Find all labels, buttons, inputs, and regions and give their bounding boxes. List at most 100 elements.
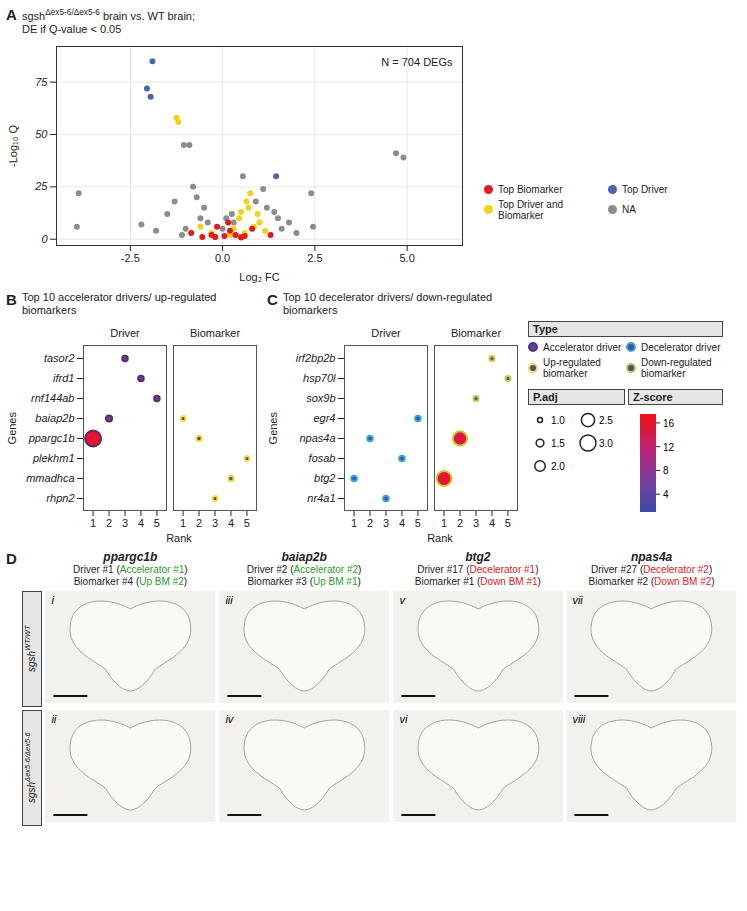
svg-text:Biomarker: Biomarker [190,326,240,338]
svg-text:2: 2 [457,517,463,529]
svg-text:3.0: 3.0 [599,438,613,449]
svg-text:75: 75 [35,75,48,87]
svg-text:viii: viii [573,713,586,725]
html-text:A sgshΔex5-6/Δex5-6brain vs. W: A sgshΔex5-6/Δex5-6brain vs. WT brain; [6,6,195,23]
svg-text:vi: vi [399,713,408,725]
svg-text:irf2bp2b: irf2bp2b [296,352,336,364]
html-text:Decelerator driver: Decelerator driver [641,341,721,353]
svg-text:5: 5 [244,517,250,529]
svg-text:2: 2 [106,517,112,529]
svg-text:16: 16 [663,418,675,429]
svg-text:3: 3 [212,517,218,529]
svg-text:2.5: 2.5 [307,252,322,264]
html-text:Biomarker #2 (Down BM #2): Biomarker #2 (Down BM #2) [588,575,715,587]
svg-text:rnf144ab: rnf144ab [31,392,74,404]
svg-text:2.5: 2.5 [599,415,613,426]
svg-text:mmadhca: mmadhca [26,472,74,484]
svg-text:plekhm1: plekhm1 [32,452,75,464]
svg-text:Driver: Driver [371,326,401,338]
svg-text:i: i [51,594,54,606]
svg-text:5: 5 [154,517,160,529]
svg-text:sox9b: sox9b [306,392,335,404]
html-text:NA: NA [622,204,636,216]
html-text:Biomarker #1 (Down BM #1): Biomarker #1 (Down BM #1) [414,575,541,587]
svg-text:5: 5 [505,517,511,529]
html-text:Driver #17 (Decelerator #1): Driver #17 (Decelerator #1) [417,563,539,575]
svg-text:1.5: 1.5 [551,438,565,449]
html-text:npas4a: npas4a [630,549,673,564]
html-text:Genes: Genes [6,411,18,445]
html-text:P.adj: P.adj [533,390,558,403]
svg-text:8: 8 [663,465,669,476]
svg-text:v: v [399,594,406,606]
html-text:Driver #2 (Accelerator #2): Driver #2 (Accelerator #2) [246,563,362,575]
svg-text:ii: ii [51,713,56,725]
html-text:Rank: Rank [166,531,192,544]
html-text:btg2: btg2 [465,549,491,564]
html-text:Up-regulated biomarker: Up-regulated biomarker [543,356,601,379]
svg-text:npas4a: npas4a [299,432,335,444]
svg-text:1: 1 [351,517,357,529]
html-text:baiap2b: baiap2b [281,549,327,564]
html-text:C Top 10 decelerator drivers/: C Top 10 decelerator drivers/ down-regul… [267,290,493,316]
html-text:Type: Type [533,322,558,335]
html-text:ppargc1b: ppargc1b [103,549,158,564]
html-text:Down-regulated biomarker: Down-regulated biomarker [641,356,712,379]
svg-text:0.0: 0.0 [215,252,230,264]
html-text:Biomarker #4 (Up BM #2): Biomarker #4 (Up BM #2) [73,575,188,587]
html-text:Z-score: Z-score [633,390,673,403]
svg-text:3: 3 [122,517,128,529]
svg-text:vii: vii [573,594,584,606]
svg-text:4: 4 [489,517,495,529]
svg-text:2: 2 [367,517,373,529]
html-text:Rank: Rank [427,531,453,544]
svg-text:ppargc1b: ppargc1b [28,432,75,444]
svg-text:25: 25 [34,180,48,192]
svg-text:4: 4 [228,517,234,529]
svg-text:-2.5: -2.5 [121,252,140,264]
svg-text:iii: iii [225,594,233,606]
svg-text:Log₂ FC: Log₂ FC [239,270,279,282]
svg-text:ifrd1: ifrd1 [53,372,74,384]
html-text:Accelerator driver: Accelerator driver [543,341,622,353]
svg-text:1: 1 [180,517,186,529]
svg-text:baiap2b: baiap2b [35,412,74,424]
svg-text:egr4: egr4 [313,412,335,424]
svg-text:5.0: 5.0 [399,252,414,264]
svg-text:4: 4 [399,517,405,529]
svg-text:nr4a1: nr4a1 [307,492,335,504]
html-text:Top Driver: Top Driver [622,183,668,195]
svg-text:-Log₁₀ Q: -Log₁₀ Q [7,124,19,166]
html-text:B Top 10 accelerator drivers/: B Top 10 accelerator drivers/ up-regulat… [6,290,217,316]
html-text:sgsh: sgsh [26,650,38,672]
html-text:Genes: Genes [267,411,279,445]
svg-text:rhpn2: rhpn2 [46,492,74,504]
svg-text:1.0: 1.0 [551,415,565,426]
svg-text:hsp70l: hsp70l [303,372,336,384]
svg-text:btg2: btg2 [314,472,335,484]
svg-text:fosab: fosab [309,452,336,464]
svg-text:3: 3 [383,517,389,529]
svg-text:Driver: Driver [110,326,140,338]
svg-text:4: 4 [138,517,144,529]
svg-text:1: 1 [441,517,447,529]
svg-text:2: 2 [196,517,202,529]
svg-text:tasor2: tasor2 [44,352,75,364]
svg-text:2.0: 2.0 [551,461,565,472]
html-text:Driver #27 (Decelerator #2): Driver #27 (Decelerator #2) [591,563,713,575]
html-text:Top Biomarker: Top Biomarker [498,183,563,195]
html-text:Biomarker #3 (Up BM #1): Biomarker #3 (Up BM #1) [247,575,361,587]
svg-text:Biomarker: Biomarker [451,326,501,338]
html-text:DE if Q-value < 0.05: DE if Q-value < 0.05 [22,22,122,35]
svg-text:0: 0 [41,232,48,244]
svg-text:N = 704 DEGs: N = 704 DEGs [381,56,453,68]
html-text:Top Driver and Biomarker: Top Driver and Biomarker [498,198,563,221]
svg-text:iv: iv [225,713,234,725]
svg-text:5: 5 [415,517,421,529]
svg-text:12: 12 [663,441,675,452]
svg-text:1: 1 [90,517,96,529]
svg-text:50: 50 [35,128,48,140]
svg-text:3: 3 [473,517,479,529]
svg-text:4: 4 [663,489,669,500]
html-text:Driver #1 (Accelerator #1): Driver #1 (Accelerator #1) [73,563,188,575]
